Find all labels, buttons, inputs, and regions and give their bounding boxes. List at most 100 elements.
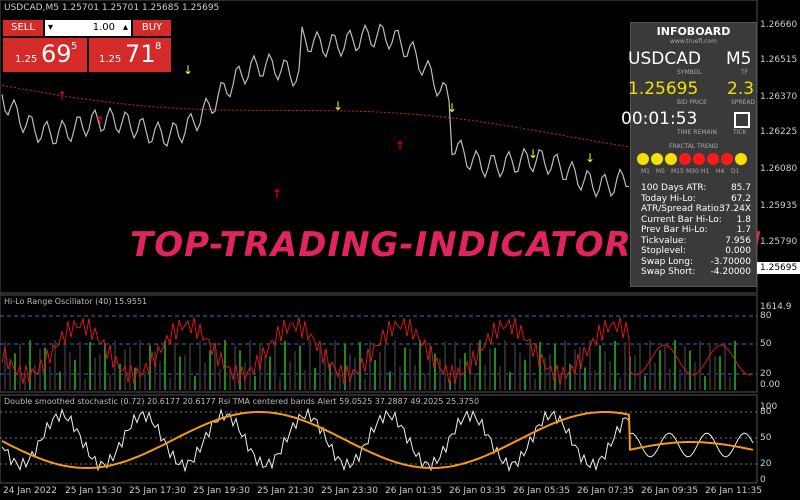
fractal-label: M1 [641,168,650,175]
ib-symbol: USDCAD [628,49,701,69]
indicator2-axis-label: 80 [760,407,772,417]
fractal-label: M15 [671,168,684,175]
fractal-label: D1 [731,168,740,175]
indicator1-axis-label: 80 [760,311,772,321]
stat-value: 37.24X [719,204,751,214]
ib-fractal-title: FRACTAL TREND [669,143,718,150]
signal-arrow: ↓ [585,151,595,165]
time-axis-label: 26 Jan 07:35 [577,486,634,496]
time-axis-label: 25 Jan 21:30 [257,486,314,496]
ib-price-label: BID PRICE [677,99,707,106]
signal-arrow: ↑ [95,114,105,128]
stat-label: Current Bar Hi-Lo: [641,214,722,225]
price-sup: 5 [71,41,78,52]
price-line [1,23,630,199]
time-axis-label: 25 Jan 19:30 [193,486,250,496]
signal-arrow: ↓ [333,99,343,113]
indicator1-axis-label: 0.00 [760,380,781,390]
indicator1-axis-label: 1614.9 [760,302,792,312]
stat-label: ATR/Spread Ratio: [641,204,722,214]
sell-price[interactable]: 1.25 69 5 [3,38,87,72]
stat-value: -4.20000 [710,267,751,277]
ib-title: INFOBOARD [656,25,731,38]
stat-label: Today Hi-Lo: [641,193,696,204]
price-axis-label: 1.25935 [760,201,798,211]
fractal-dot [665,153,677,165]
fractal-label: H4 [716,168,725,175]
time-axis-label: 25 Jan 17:30 [129,486,186,496]
buy-button[interactable]: BUY [133,20,171,36]
buy-price[interactable]: 1.25 71 8 [89,38,171,72]
stat-label: Swap Long: [641,256,693,267]
fractal-dot [707,153,719,165]
time-axis-label: 24 Jan 2022 [3,486,57,496]
ib-tf: M5 [726,49,752,69]
price-prefix: 1.25 [15,54,38,65]
sell-button[interactable]: SELL [3,20,43,36]
time-axis-label: 25 Jan 23:30 [321,486,378,496]
price-axis-label: 1.26080 [760,164,798,174]
ib-spread-label: SPREAD [731,99,756,106]
stat-label: Prev Bar Hi-Lo: [641,225,708,235]
stat-label: 100 Days ATR: [641,183,707,193]
ib-price: 1.25695 [628,79,698,99]
stat-value: 85.7 [730,183,751,193]
stat-label: Swap Short: [641,267,696,277]
signal-arrow: ↓ [447,101,457,115]
fractal-label: H1 [701,168,710,175]
ib-tf-label: TF [741,69,749,76]
stochastic-panel [0,394,758,484]
time-axis-label: 25 Jan 15:30 [65,486,122,496]
fractal-label: M5 [656,168,665,175]
stat-value: 67.2 [730,193,751,204]
lot-value: 1.00 [92,22,115,33]
time-axis-label: 26 Jan 03:35 [449,486,506,496]
ib-symbol-label: SYMBOL [677,69,702,76]
fractal-dot [679,153,691,165]
ib-spread-value: 2.3 [727,79,755,99]
indicator2-axis-label: 50 [760,433,772,443]
indicator2-label: Double smoothed stochastic (0.72) 20.617… [4,397,480,406]
price-axis-label: 1.26225 [760,127,798,137]
indicator1-axis-label: 50 [760,339,772,349]
fractal-dot [735,153,747,165]
signal-arrow: ↓ [528,147,538,161]
signal-arrow: ↑ [272,187,282,201]
current-price-box [757,262,800,274]
signal-arrow: ↑ [57,89,67,103]
stat-value: 1.7 [736,225,751,235]
tma-line [1,411,754,469]
fractal-dot [637,153,649,165]
ib-time: 00:01:53 [621,109,698,129]
stat-label: Tickvalue: [641,235,687,246]
ib-site: www.truefl.com [670,38,717,45]
infoboard: INFOBOARD www.truefl.com USDCAD SYMBOL M… [621,22,757,287]
fractal-dot [721,153,733,165]
moving-average [1,84,630,148]
time-axis-label: 26 Jan 11:35 [705,486,762,496]
indicator1-label: Hi-Lo Range Oscillator (40) 15.9551 [4,297,148,306]
signal-arrow: ↓ [183,63,193,77]
stat-label: Stoplevel: [641,246,686,256]
ib-price-value: 1.25695 [628,79,699,99]
ib-tick-label: TICK [733,129,747,136]
price-axis-label: 1.26515 [760,55,798,65]
fractal-dot [651,153,663,165]
price-axis-label: 1.26660 [760,20,798,30]
stat-value: -3.70000 [710,256,751,267]
stat-value: 1.8 [736,214,751,225]
indicator1-axis-label: 20 [760,369,772,379]
oscillator-line [1,316,754,385]
time-axis-label: 26 Jan 09:35 [641,486,698,496]
price-big: 69 [41,40,72,68]
ib-time-label: TIME REMAIN [677,129,717,136]
ib-tick-box [734,112,750,128]
lot-input[interactable]: ▾ 1.00 ▴ [45,20,131,36]
price-sup: 8 [155,41,162,52]
fractal-dot [693,153,705,165]
price-prefix: 1.25 [99,54,122,65]
stat-value: 7.956 [725,235,751,246]
current-price-label: 1.25695 [760,263,798,273]
time-axis-label: 26 Jan 05:35 [513,486,570,496]
